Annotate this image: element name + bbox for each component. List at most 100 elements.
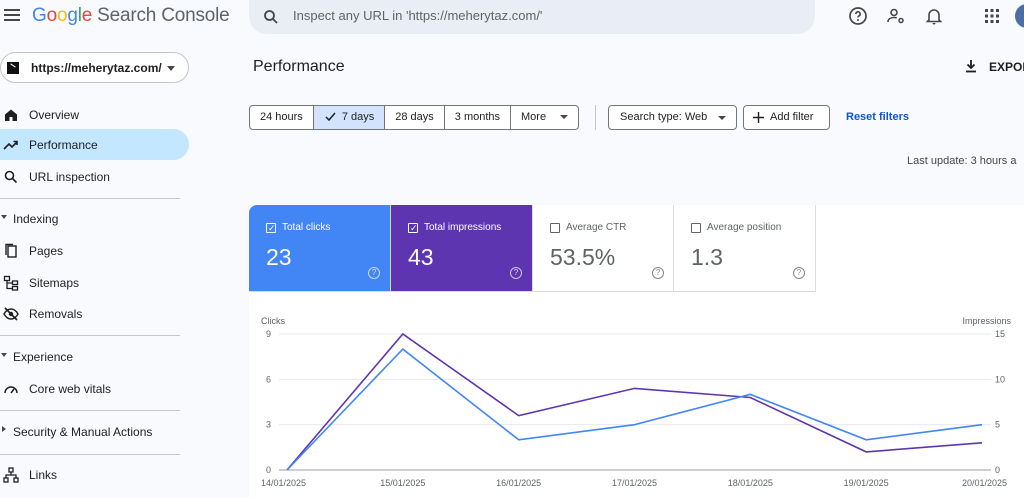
series-line-impressions — [286, 332, 983, 471]
notifications-icon[interactable] — [924, 6, 944, 26]
section-label: Experience — [13, 350, 74, 364]
left-tick-label: 6 — [266, 374, 271, 384]
option-label: 7 days — [341, 111, 375, 123]
sidebar-item-performance[interactable]: Performance — [0, 129, 189, 160]
checkbox-unchecked-icon — [691, 223, 701, 233]
left-axis-title: Clicks — [261, 316, 285, 326]
chevron-down-icon — [167, 66, 175, 71]
x-tick-label: 16/01/2025 — [496, 478, 541, 488]
x-tick-label: 19/01/2025 — [844, 478, 889, 488]
date-range-more[interactable]: More — [511, 106, 578, 129]
metric-total-clicks[interactable]: ✓ Total clicks 23 ? — [249, 205, 391, 292]
add-filter-button[interactable]: Add filter — [743, 105, 830, 130]
trending-up-icon — [3, 140, 18, 150]
metric-value: 53.5% — [550, 244, 616, 270]
help-icon[interactable]: ? — [510, 267, 522, 279]
last-update-text: Last update: 3 hours a — [907, 155, 1017, 167]
sidebar-item-label: Sitemaps — [29, 276, 80, 290]
filter-divider — [595, 105, 596, 130]
url-inspect-search[interactable] — [249, 0, 815, 34]
metric-value: 43 — [408, 244, 434, 270]
site-favicon — [7, 62, 19, 74]
sidebar-item-core-web-vitals[interactable]: Core web vitals — [0, 373, 189, 404]
x-tick-label: 18/01/2025 — [728, 478, 773, 488]
sidebar-item-label: Links — [29, 468, 58, 482]
x-tick-label: 15/01/2025 — [380, 478, 425, 488]
links-icon — [3, 467, 19, 483]
logo-letter: o — [46, 5, 58, 26]
search-type-filter[interactable]: Search type: Web — [608, 105, 737, 130]
sidebar-item-pages[interactable]: Pages — [0, 235, 189, 266]
chevron-down-icon — [718, 116, 726, 120]
date-range-28-days[interactable]: 28 days — [385, 106, 445, 129]
sidebar-divider — [0, 454, 180, 455]
sidebar-item-url-inspection[interactable]: URL inspection — [0, 161, 189, 192]
right-tick-label: 0 — [995, 465, 1000, 475]
sidebar-section-security[interactable]: Security & Manual Actions — [0, 422, 190, 444]
product-name: Search Console — [97, 5, 230, 26]
help-icon[interactable] — [848, 6, 868, 26]
right-axis-title: Impressions — [962, 316, 1011, 326]
apps-grid-icon[interactable] — [982, 6, 1002, 26]
property-selector[interactable]: https://meherytaz.com/ — [0, 52, 189, 83]
performance-card: ✓ Total clicks 23 ? ✓ Total impressions … — [249, 205, 1024, 498]
sidebar-item-label: Removals — [29, 307, 83, 321]
sidebar-item-label: URL inspection — [29, 170, 110, 184]
metric-total-impressions[interactable]: ✓ Total impressions 43 ? — [391, 205, 533, 292]
main-content: Performance EXPOR 24 hours 7 days 28 day… — [190, 36, 1024, 498]
logo-letter: g — [67, 5, 78, 26]
left-tick-label: 9 — [266, 329, 271, 339]
section-label: Security & Manual Actions — [13, 425, 153, 439]
sidebar-item-overview[interactable]: Overview — [0, 99, 189, 130]
sidebar-divider — [0, 335, 180, 336]
checkbox-unchecked-icon — [550, 223, 560, 233]
date-range-24-hours[interactable]: 24 hours — [250, 106, 314, 129]
sidebar-section-indexing[interactable]: Indexing — [0, 209, 190, 231]
sidebar-item-label: Core web vitals — [29, 382, 112, 396]
date-range-3-months[interactable]: 3 months — [445, 106, 512, 129]
option-label: More — [521, 111, 547, 123]
left-tick-label: 0 — [266, 465, 271, 475]
metric-label: Average CTR — [566, 222, 627, 233]
metric-value: 1.3 — [691, 244, 723, 270]
sidebar-item-sitemaps[interactable]: Sitemaps — [0, 267, 189, 298]
chip-label: Add filter — [770, 111, 814, 123]
sidebar-item-label: Performance — [29, 138, 98, 152]
menu-icon[interactable] — [4, 7, 20, 23]
help-icon[interactable]: ? — [652, 267, 664, 279]
top-app-bar: Google Search Console — [0, 0, 1024, 36]
performance-chart[interactable]: Clicks Impressions 9 15 6 10 3 5 0 0 14/01/2025 15/… — [249, 305, 1024, 498]
logo-letter: G — [32, 5, 47, 26]
chevron-down-icon — [560, 115, 569, 120]
option-label: 3 months — [454, 111, 501, 123]
help-icon[interactable]: ? — [793, 267, 805, 279]
metric-average-ctr[interactable]: Average CTR 53.5% ? — [533, 205, 674, 292]
plus-icon — [753, 112, 764, 123]
manage-users-icon[interactable] — [886, 6, 906, 26]
x-tick-label: 20/01/2025 — [962, 478, 1007, 488]
logo-letter: l — [77, 5, 82, 26]
x-tick-label: 14/01/2025 — [261, 478, 306, 488]
collapse-arrow-icon — [1, 353, 7, 357]
sidebar: https://meherytaz.com/ Overview Performa… — [0, 44, 190, 498]
search-input[interactable] — [293, 8, 793, 23]
sidebar-section-experience[interactable]: Experience — [0, 347, 190, 369]
left-tick-label: 3 — [266, 420, 271, 430]
right-tick-label: 10 — [995, 374, 1005, 384]
option-label: 28 days — [395, 111, 434, 123]
sidebar-item-removals[interactable]: Removals — [0, 298, 189, 329]
metric-label: Average position — [707, 222, 782, 233]
sidebar-divider — [0, 410, 180, 411]
account-avatar[interactable] — [1015, 4, 1024, 28]
visibility-off-icon — [3, 307, 19, 321]
help-icon[interactable]: ? — [368, 267, 380, 279]
reset-filters-link[interactable]: Reset filters — [846, 111, 909, 123]
app-logo[interactable]: Google Search Console — [32, 5, 230, 27]
search-icon — [4, 170, 18, 184]
metric-average-position[interactable]: Average position 1.3 ? — [674, 205, 816, 292]
x-tick-label: 17/01/2025 — [612, 478, 657, 488]
sidebar-item-links[interactable]: Links — [0, 459, 189, 490]
series-line-clicks — [286, 348, 983, 471]
page-title: Performance — [253, 58, 345, 75]
date-range-7-days[interactable]: 7 days — [313, 106, 386, 129]
